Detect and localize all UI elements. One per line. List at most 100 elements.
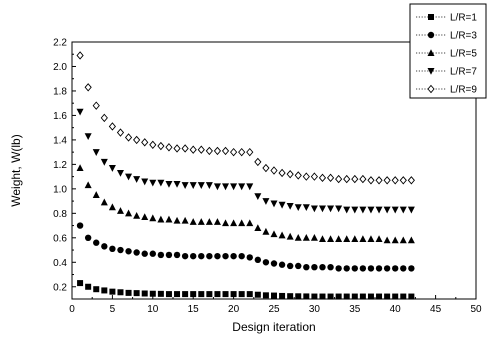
data-point (133, 290, 140, 297)
y-axis-title: Weight, W(lb) (9, 134, 23, 206)
y-tick-label: 1.2 (53, 160, 67, 171)
data-point (310, 205, 318, 213)
legend-label: L/R=5 (450, 49, 477, 60)
data-point (125, 173, 133, 181)
data-point (278, 168, 286, 178)
data-point (149, 140, 157, 149)
legend-item: L/R=7 (416, 67, 477, 78)
legend-marker (427, 49, 435, 56)
data-point (238, 147, 246, 157)
data-point (270, 166, 278, 175)
data-point (198, 291, 205, 298)
data-point (213, 218, 221, 225)
data-point (351, 265, 358, 272)
data-point (351, 174, 359, 184)
data-point (92, 149, 100, 156)
data-point (327, 263, 334, 271)
data-point (165, 251, 173, 259)
data-point (408, 293, 415, 300)
data-point (383, 176, 391, 185)
data-point (343, 174, 351, 184)
data-point (262, 163, 270, 173)
data-point (108, 203, 116, 211)
y-tick-label: 0.6 (53, 233, 67, 244)
data-point (108, 165, 116, 172)
data-point (197, 218, 205, 225)
data-point (367, 235, 375, 243)
data-point (165, 291, 172, 298)
data-markers (76, 51, 415, 300)
data-point (375, 235, 383, 243)
data-point (400, 293, 407, 300)
data-point (165, 143, 173, 152)
data-point (335, 265, 342, 272)
data-point (399, 206, 407, 214)
data-point (262, 198, 270, 205)
data-point (367, 293, 374, 300)
data-point (109, 288, 116, 295)
data-point (335, 293, 342, 300)
data-point (367, 176, 375, 185)
series-5 (76, 51, 415, 185)
data-point (343, 206, 351, 214)
data-point (181, 144, 189, 153)
data-point (189, 182, 197, 189)
data-point (238, 183, 246, 191)
data-point (182, 291, 189, 298)
data-point (391, 176, 399, 185)
data-point (181, 216, 189, 224)
data-point (383, 236, 391, 244)
data-point (133, 176, 141, 183)
data-point (101, 287, 108, 294)
data-point (375, 176, 383, 185)
y-tick-label: 0.8 (53, 209, 67, 220)
y-tick-label: 1.8 (53, 86, 67, 97)
data-point (359, 174, 367, 184)
data-point (173, 144, 181, 153)
data-point (174, 291, 181, 298)
data-point (214, 291, 221, 298)
data-point (327, 293, 334, 300)
data-point (270, 260, 278, 267)
data-point (84, 83, 92, 92)
data-point (205, 146, 213, 156)
data-point (213, 183, 221, 191)
data-point (85, 283, 92, 290)
data-point (157, 290, 164, 297)
y-axis: 0.2 0.4 0.6 0.8 1.0 1.2 1.4 1.6 1.8 2.0 2.2 (53, 38, 76, 293)
x-tick-label: 5 (110, 304, 116, 315)
legend-label: L/R=3 (450, 31, 477, 42)
data-point (109, 245, 116, 253)
data-point (351, 206, 359, 214)
data-point (392, 293, 399, 300)
data-point (270, 230, 278, 238)
data-point (375, 206, 383, 214)
legend-item: L/R=1 (416, 13, 477, 24)
y-tick-label: 1.4 (53, 135, 67, 146)
legend-label: L/R=9 (450, 85, 477, 96)
data-point (407, 176, 415, 185)
x-axis-title: Design iteration (232, 320, 315, 334)
data-point (254, 291, 261, 298)
data-point (141, 290, 148, 297)
data-point (157, 251, 165, 259)
data-point (116, 207, 124, 214)
x-tick-label: 35 (349, 304, 361, 315)
data-point (190, 291, 197, 298)
data-point (157, 179, 165, 187)
series-4 (76, 108, 415, 214)
data-point (189, 218, 197, 225)
data-point (149, 250, 156, 257)
data-point (141, 178, 149, 186)
data-point (92, 101, 100, 110)
data-point (335, 205, 343, 213)
y-tick-label: 2.2 (53, 38, 67, 49)
data-point (384, 293, 391, 300)
x-tick-label: 20 (228, 304, 240, 315)
data-point (173, 216, 181, 224)
legend-marker (427, 31, 435, 39)
data-point (141, 250, 148, 257)
data-point (246, 291, 253, 298)
data-point (359, 293, 366, 300)
data-point (230, 183, 238, 191)
